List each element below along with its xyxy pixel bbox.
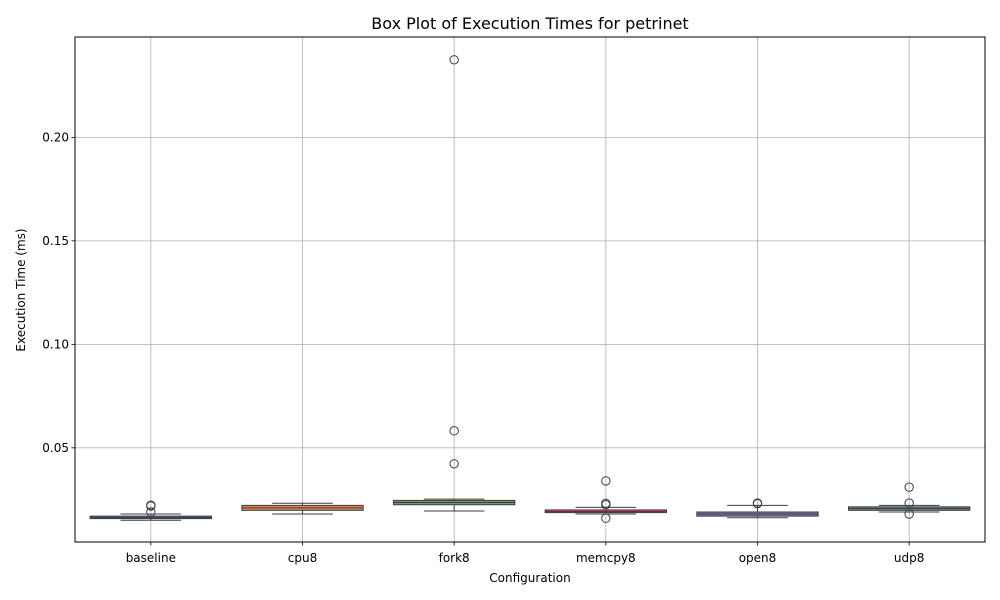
x-tick-label: cpu8 (288, 551, 317, 565)
outlier-point (449, 426, 459, 436)
x-tick-label: udp8 (894, 551, 924, 565)
y-tick-label: 0.05 (42, 441, 69, 455)
outlier-point (904, 498, 914, 508)
x-tick-label: fork8 (439, 551, 470, 565)
outlier-point (601, 513, 611, 523)
box-baseline (89, 500, 212, 521)
outlier-point (449, 459, 459, 469)
chart-title: Box Plot of Execution Times for petrinet (371, 14, 688, 33)
y-tick-label: 0.15 (42, 234, 69, 248)
outlier-point (449, 55, 459, 65)
x-axis-label: Configuration (489, 571, 570, 585)
outlier-point (601, 500, 611, 510)
outlier-point (601, 476, 611, 486)
box-open8 (696, 498, 819, 519)
box-memcpy8 (544, 476, 668, 523)
x-tick-label: open8 (739, 551, 777, 565)
boxes-layer (89, 55, 971, 523)
box-udp8 (848, 482, 971, 519)
y-axis-label: Execution Time (ms) (14, 228, 28, 351)
box-cpu8 (241, 502, 364, 515)
y-tick-label: 0.10 (42, 337, 69, 351)
outlier-point (752, 499, 763, 509)
y-tick-label: 0.20 (42, 130, 69, 144)
grid-lines (75, 37, 985, 542)
axis-ticks: 0.05 0.10 0.15 0.20 baseline cpu8 fork8 memcpy8… (42, 130, 924, 565)
x-tick-label: memcpy8 (576, 551, 636, 565)
box-fork8 (393, 55, 516, 512)
x-tick-label: baseline (126, 551, 176, 565)
outlier-point (146, 501, 156, 511)
outlier-point (904, 482, 914, 492)
outlier-point (146, 507, 156, 517)
outlier-point (904, 509, 914, 519)
plot-area-frame (74, 36, 986, 543)
